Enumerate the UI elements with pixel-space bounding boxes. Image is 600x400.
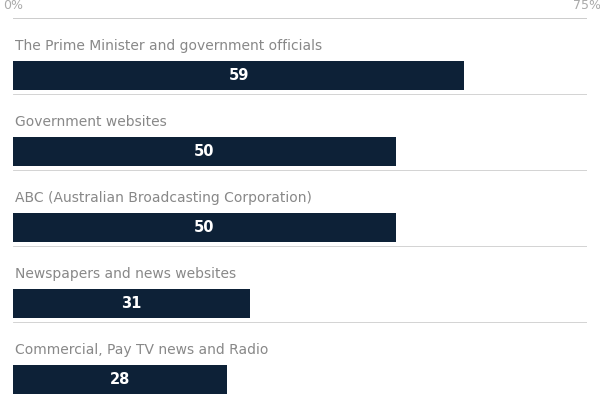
Text: 28: 28 [110, 372, 130, 387]
Bar [13, 137, 395, 166]
Bar [13, 289, 250, 318]
Text: ABC (Australian Broadcasting Corporation): ABC (Australian Broadcasting Corporation… [15, 192, 312, 206]
Text: Commercial, Pay TV news and Radio: Commercial, Pay TV news and Radio [15, 343, 268, 358]
Text: Newspapers and news websites: Newspapers and news websites [15, 267, 236, 282]
Bar [13, 61, 464, 90]
Text: The Prime Minister and government officials: The Prime Minister and government offici… [15, 40, 322, 54]
Text: 31: 31 [122, 296, 142, 311]
Bar [13, 365, 227, 394]
Text: Government websites: Government websites [15, 115, 167, 129]
Text: 50: 50 [194, 144, 215, 159]
Bar [13, 213, 395, 242]
Text: 50: 50 [194, 220, 215, 235]
Text: 59: 59 [229, 68, 249, 83]
